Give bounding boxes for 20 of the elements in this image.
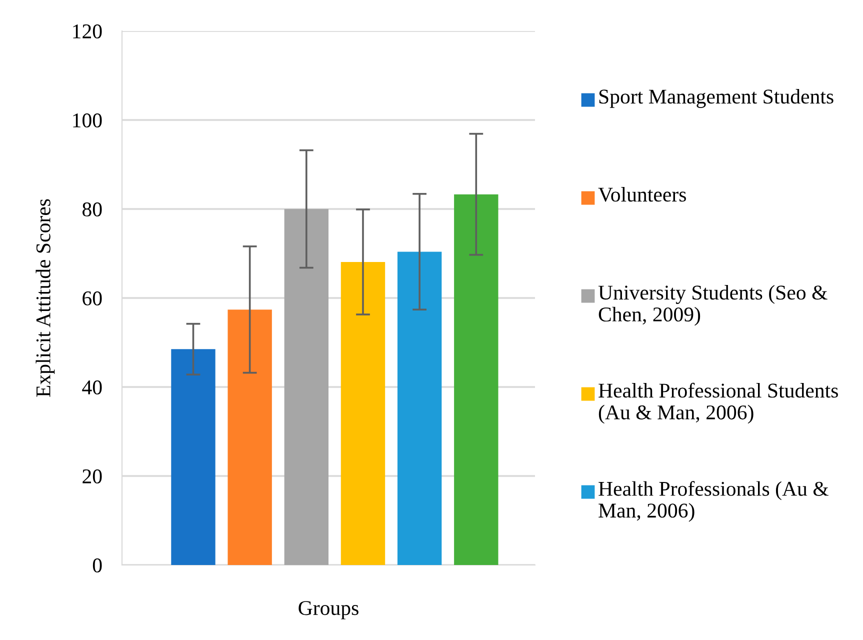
- legend-label: Volunteers: [598, 187, 686, 202]
- y-axis-title: Explicit Attitude Scores: [36, 199, 55, 397]
- bar: [284, 209, 328, 565]
- x-axis-title: Groups: [298, 601, 358, 620]
- y-tick-label: 60: [82, 291, 102, 306]
- bar: [397, 252, 442, 565]
- bar: [228, 310, 272, 565]
- bar: [340, 262, 386, 565]
- legend-label: University Students (Seo & Chen, 2009): [598, 285, 828, 326]
- bar: [171, 349, 216, 565]
- y-tick-label: 0: [92, 558, 102, 572]
- y-tick-label: 80: [82, 202, 102, 216]
- legend-label: Health Professional Students (Au & Man, 2006): [598, 382, 838, 424]
- y-tick-label: 120: [73, 24, 102, 38]
- legend-label: Sport Management Students: [599, 89, 834, 108]
- legend-label: Health Professionals (Au & Man, 2006): [598, 481, 828, 522]
- y-tick-label: 100: [73, 113, 102, 128]
- bar: [454, 194, 498, 565]
- y-tick-label: 20: [82, 469, 102, 484]
- y-tick-label: 40: [82, 380, 102, 394]
